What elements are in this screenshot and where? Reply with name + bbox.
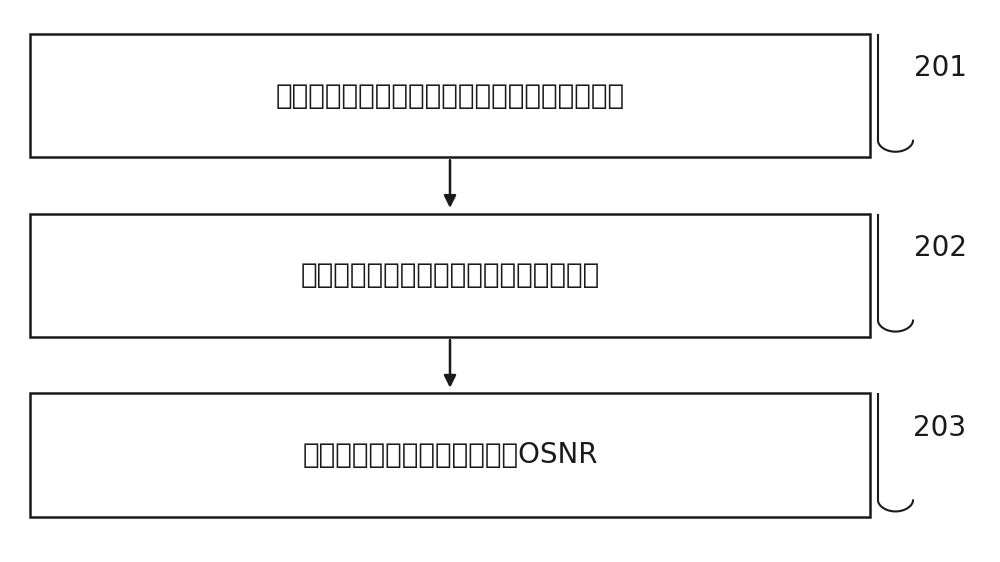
FancyBboxPatch shape — [30, 34, 870, 157]
Text: 202: 202 — [914, 234, 966, 262]
Text: 201: 201 — [914, 55, 966, 83]
Text: 利用波长标签技术测量每个通道的波长信号功率: 利用波长标签技术测量每个通道的波长信号功率 — [275, 81, 625, 110]
Text: 203: 203 — [913, 414, 967, 442]
Text: 利用光谱扫描技术测量每个通道的总功率: 利用光谱扫描技术测量每个通道的总功率 — [300, 261, 600, 289]
FancyBboxPatch shape — [30, 214, 870, 337]
Text: 利用信号功率和总功率计算出OSNR: 利用信号功率和总功率计算出OSNR — [302, 441, 598, 469]
FancyBboxPatch shape — [30, 393, 870, 517]
